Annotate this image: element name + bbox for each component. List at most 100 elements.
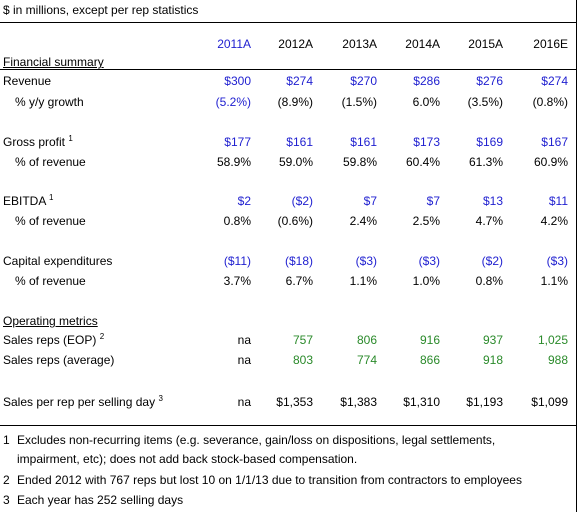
cell-avg-2011a: na xyxy=(237,353,251,367)
cell-revenue-2013a: $270 xyxy=(350,74,377,88)
year-header-2014a: 2014A xyxy=(405,37,440,51)
cell-revenue-2015a: $276 xyxy=(476,74,503,88)
row-label-ebitda: EBITDA 1 xyxy=(3,193,54,209)
year-header-2013a: 2013A xyxy=(342,37,377,51)
cell-avg-2012a: 803 xyxy=(292,353,313,367)
cell-gpct-2016e: 60.9% xyxy=(533,155,568,169)
row-label-reps-avg: Sales reps (average) xyxy=(3,353,115,367)
row-label-capex-pct: % of revenue xyxy=(15,274,86,288)
header-note: $ in millions, except per rep statistics xyxy=(3,3,199,17)
cell-capex-2016e: ($3) xyxy=(546,254,568,268)
cell-revenue-2016e: $274 xyxy=(541,74,568,88)
cell-eop-2016e: 1,025 xyxy=(537,333,568,347)
cell-avg-2013a: 774 xyxy=(356,353,377,367)
cell-growth-2016e: (0.8%) xyxy=(532,95,568,109)
cell-spr-2016e: $1,099 xyxy=(531,395,568,409)
cell-growth-2015a: (3.5%) xyxy=(467,95,503,109)
cell-growth-2012a: (8.9%) xyxy=(277,95,313,109)
cell-spr-2013a: $1,383 xyxy=(340,395,377,409)
cell-gross-2014a: $173 xyxy=(413,135,440,149)
footnote-2-line-1: Ended 2012 with 767 reps but lost 10 on … xyxy=(17,473,522,487)
footnote-1-num: 1 xyxy=(3,433,10,447)
cell-avg-2014a: 866 xyxy=(419,353,440,367)
cell-cpct-2016e: 1.1% xyxy=(540,274,568,288)
cell-eop-2012a: 757 xyxy=(292,333,313,347)
cell-growth-2011a: (5.2%) xyxy=(215,95,251,109)
cell-capex-2015a: ($2) xyxy=(481,254,503,268)
row-label-capex: Capital expenditures xyxy=(3,254,113,268)
cell-cpct-2012a: 6.7% xyxy=(285,274,313,288)
section-financial-summary: Financial summary xyxy=(3,55,104,69)
footnote-rule xyxy=(0,425,577,426)
cell-capex-2014a: ($3) xyxy=(418,254,440,268)
cell-gpct-2015a: 61.3% xyxy=(468,155,503,169)
footnote-1-line-1: Excludes non-recurring items (e.g. sever… xyxy=(17,433,496,447)
footnote-ref-2: 2 xyxy=(99,332,105,341)
row-label-gross-profit: Gross profit 1 xyxy=(3,134,73,150)
footnote-1-line-2: impairment, etc); does not add back stoc… xyxy=(17,452,358,466)
cell-ebitda-2011a: $2 xyxy=(237,194,251,208)
row-label-ebitda-pct: % of revenue xyxy=(15,214,86,228)
cell-capex-2013a: ($3) xyxy=(355,254,377,268)
row-label-sales-per-rep: Sales per rep per selling day 3 xyxy=(3,394,163,410)
cell-ebitda-2015a: $13 xyxy=(482,194,503,208)
cell-gpct-2013a: 59.8% xyxy=(342,155,377,169)
cell-growth-2013a: (1.5%) xyxy=(341,95,377,109)
footnote-ref-3: 3 xyxy=(158,394,163,403)
row-label-reps-eop: Sales reps (EOP) 2 xyxy=(3,332,105,348)
footnote-2-num: 2 xyxy=(3,473,10,487)
cell-epct-2012a: (0.6%) xyxy=(277,214,313,228)
year-header-2016e: 2016E xyxy=(533,37,568,51)
year-header-2015a: 2015A xyxy=(468,37,503,51)
section-operating-metrics: Operating metrics xyxy=(3,314,98,328)
cell-eop-2015a: 937 xyxy=(482,333,503,347)
cell-gross-2015a: $169 xyxy=(476,135,503,149)
cell-eop-2011a: na xyxy=(237,333,251,347)
cell-epct-2016e: 4.2% xyxy=(540,214,568,228)
cell-gross-2012a: $161 xyxy=(286,135,313,149)
top-rule xyxy=(0,22,577,23)
year-header-2011a: 2011A xyxy=(217,37,251,51)
cell-growth-2014a: 6.0% xyxy=(412,95,440,109)
cell-avg-2016e: 988 xyxy=(547,353,568,367)
cell-gpct-2012a: 59.0% xyxy=(278,155,313,169)
cell-revenue-2012a: $274 xyxy=(286,74,313,88)
footnote-ref-1: 1 xyxy=(68,134,73,143)
cell-spr-2011a: na xyxy=(237,395,251,409)
cell-eop-2014a: 916 xyxy=(419,333,440,347)
cell-epct-2013a: 2.4% xyxy=(349,214,377,228)
footnote-3-num: 3 xyxy=(3,493,10,507)
section-rule xyxy=(0,69,577,70)
cell-gross-2016e: $167 xyxy=(541,135,568,149)
cell-spr-2015a: $1,193 xyxy=(466,395,503,409)
cell-epct-2015a: 4.7% xyxy=(475,214,503,228)
cell-capex-2012a: ($18) xyxy=(284,254,313,268)
footnote-ref-1: 1 xyxy=(49,193,54,202)
cell-capex-2011a: ($11) xyxy=(223,254,251,268)
cell-gross-2011a: $177 xyxy=(224,135,251,149)
footnote-3-line-1: Each year has 252 selling days xyxy=(17,493,184,507)
cell-ebitda-2016e: $11 xyxy=(548,194,568,208)
cell-avg-2015a: 918 xyxy=(482,353,503,367)
cell-revenue-2011a: $300 xyxy=(224,74,251,88)
cell-ebitda-2014a: $7 xyxy=(426,194,440,208)
row-label-revenue: Revenue xyxy=(3,74,52,88)
cell-gpct-2011a: 58.9% xyxy=(216,155,251,169)
cell-ebitda-2013a: $7 xyxy=(363,194,377,208)
cell-cpct-2014a: 1.0% xyxy=(412,274,440,288)
cell-epct-2011a: 0.8% xyxy=(223,214,251,228)
year-header-2012a: 2012A xyxy=(278,37,313,51)
cell-cpct-2011a: 3.7% xyxy=(223,274,251,288)
row-label-gross-pct: % of revenue xyxy=(15,155,86,169)
cell-eop-2013a: 806 xyxy=(356,333,377,347)
cell-spr-2014a: $1,310 xyxy=(403,395,440,409)
cell-gross-2013a: $161 xyxy=(350,135,377,149)
cell-gpct-2014a: 60.4% xyxy=(405,155,440,169)
cell-spr-2012a: $1,353 xyxy=(276,395,313,409)
cell-ebitda-2012a: ($2) xyxy=(291,194,313,208)
cell-cpct-2013a: 1.1% xyxy=(349,274,377,288)
row-label-revenue-growth: % y/y growth xyxy=(15,95,84,109)
cell-cpct-2015a: 0.8% xyxy=(475,274,503,288)
cell-revenue-2014a: $286 xyxy=(413,74,440,88)
